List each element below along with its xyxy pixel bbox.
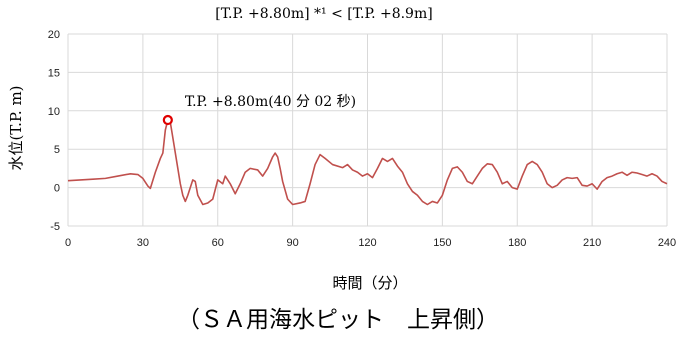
- x-tick-label: 30: [137, 237, 149, 249]
- y-tick-label: 5: [54, 144, 60, 156]
- y-tick-label: 10: [48, 106, 60, 118]
- x-tick-label: 210: [583, 237, 601, 249]
- x-tick-label: 150: [433, 237, 451, 249]
- x-tick-label: 60: [212, 237, 224, 249]
- y-tick-label: 0: [54, 183, 60, 195]
- x-tick-label: 240: [658, 237, 676, 249]
- max-level-marker: [162, 114, 173, 126]
- chart-gridlines: [67, 33, 668, 227]
- x-tick-label: 0: [65, 237, 71, 249]
- x-axis-label: 時間（分）: [332, 274, 407, 292]
- x-tick-label: 90: [287, 237, 299, 249]
- chart-caption: （ＳＡ用海水ピット 上昇側）: [177, 307, 499, 333]
- y-tick-label: 15: [48, 67, 60, 79]
- water-level-series-line: [67, 119, 668, 206]
- y-tick-label: -5: [50, 221, 60, 233]
- header-condition: [T.P. +8.80m] *¹ < [T.P. +8.9m]: [215, 6, 432, 22]
- y-axis-ticks: -5 0 5 10 15 20: [48, 29, 60, 233]
- y-tick-label: 20: [48, 29, 60, 41]
- x-tick-label: 120: [358, 237, 376, 249]
- x-tick-label: 180: [508, 237, 526, 249]
- y-axis-label: 水位(T.P. m): [7, 85, 25, 170]
- max-level-annotation: T.P. +8.80m(40 分 02 秒): [185, 94, 356, 110]
- x-axis-ticks: 0 30 60 90 120 150 180 210 240: [65, 237, 676, 249]
